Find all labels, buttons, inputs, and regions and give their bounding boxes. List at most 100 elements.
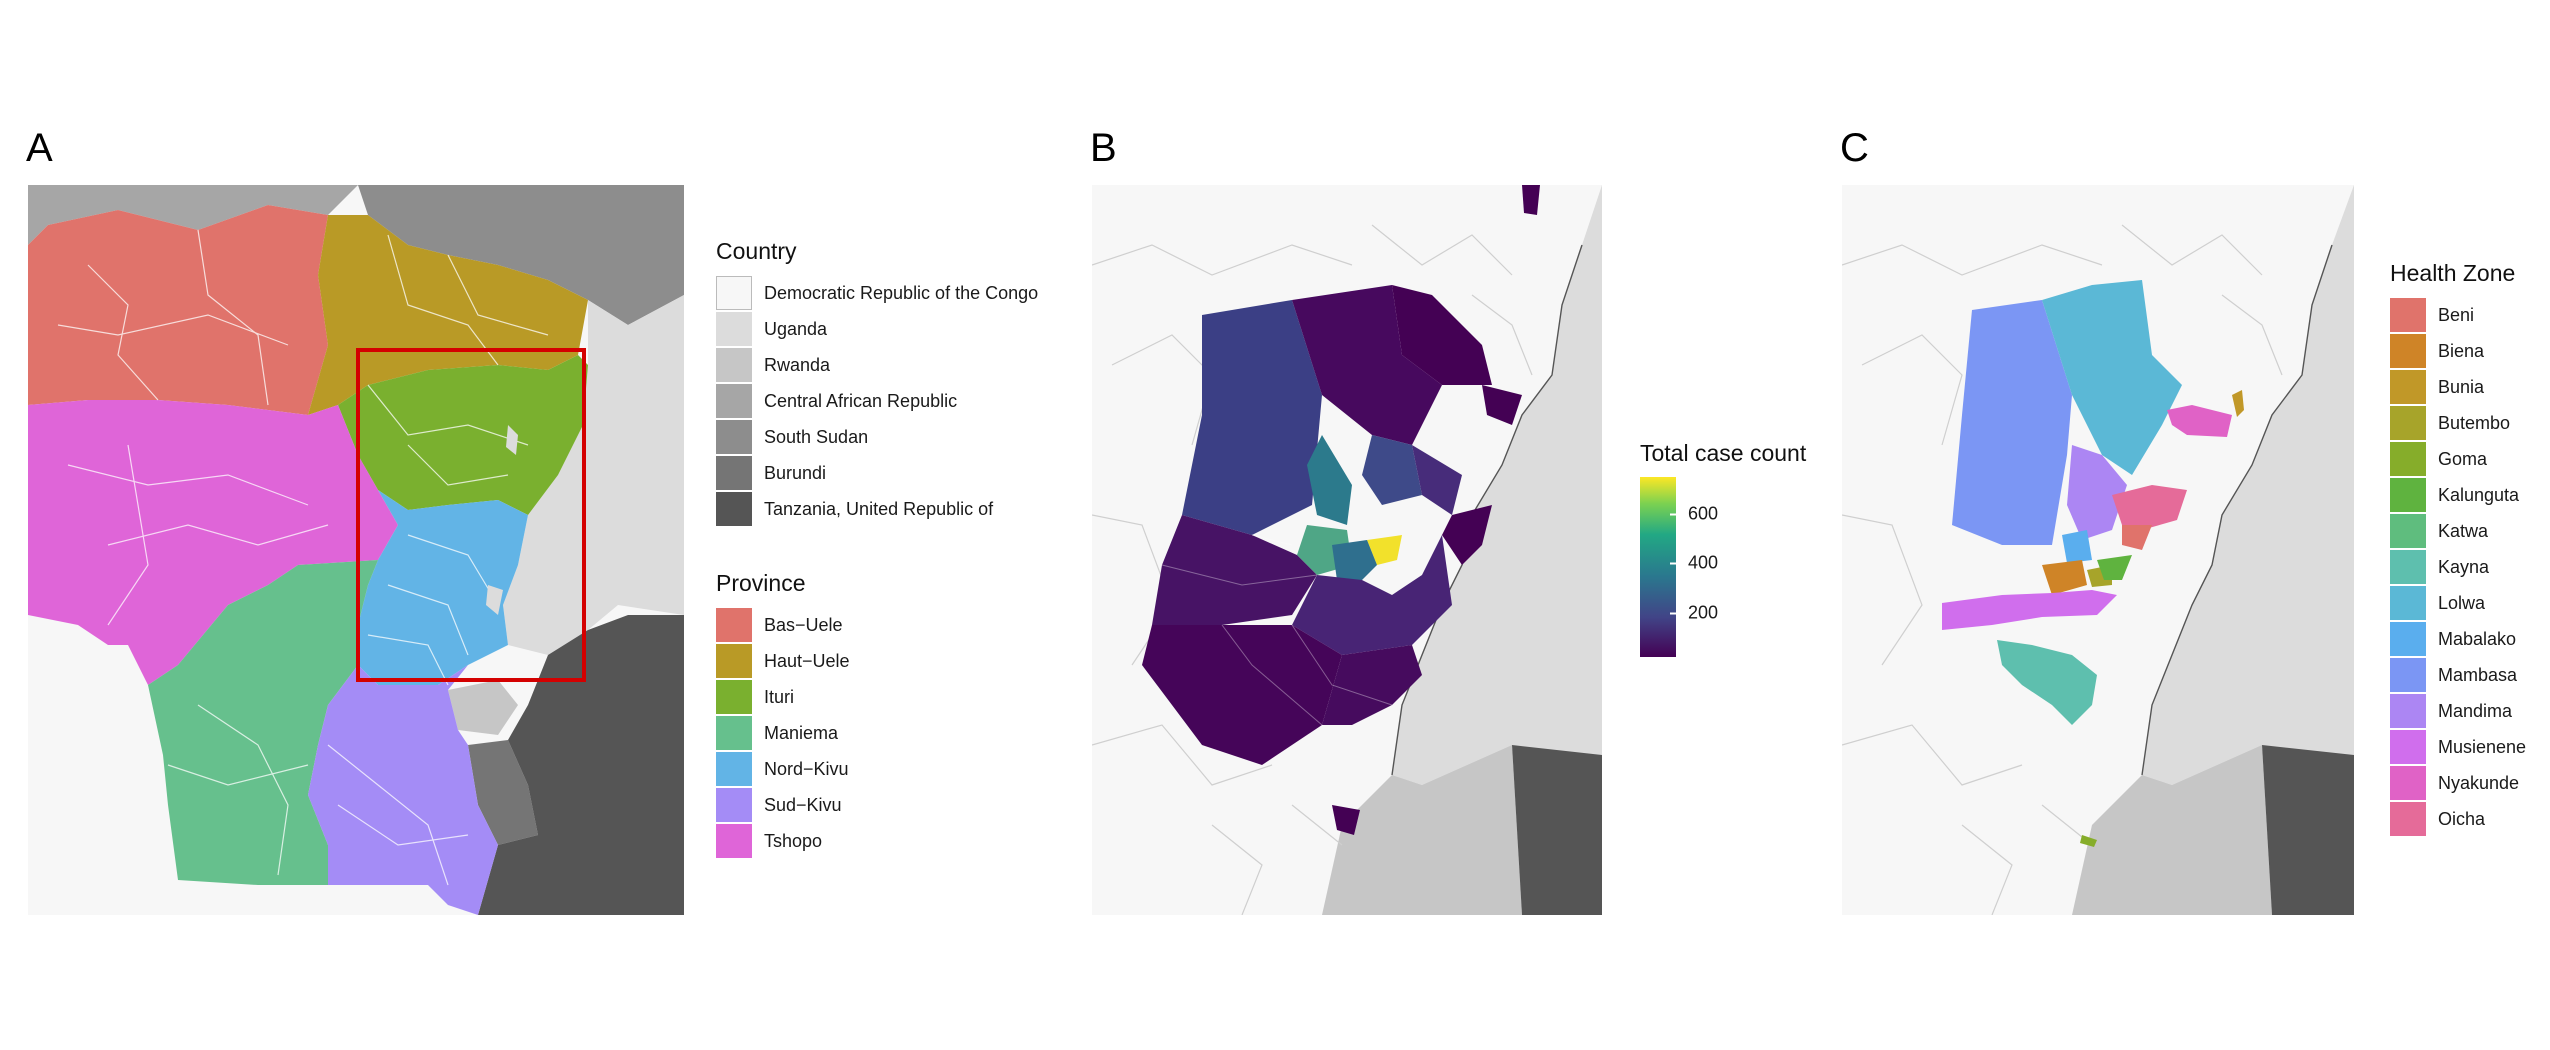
legend-item: Uganda [716, 311, 1038, 347]
legend-swatch [2390, 442, 2426, 476]
car-region [28, 185, 358, 245]
zone-south-c [1142, 625, 1342, 765]
legend-label: Mandima [2438, 700, 2513, 721]
legend-item: Maniema [716, 715, 850, 751]
zone-nyakunde [1362, 435, 1422, 505]
legend-item: Biena [2390, 333, 2526, 369]
zone-mambasa [1952, 300, 2072, 545]
legend-item: Haut−Uele [716, 643, 850, 679]
zone-kayna [1997, 640, 2097, 725]
legend-label: Democratic Republic of the Congo [764, 282, 1039, 303]
legend-item: Burundi [716, 455, 1038, 491]
legend-item: Mabalako [2390, 621, 2526, 657]
zone-musienene [1942, 590, 2117, 630]
legend-swatch [716, 788, 752, 822]
legend-label: Tshopo [764, 830, 823, 851]
legend-item: Nyakunde [2390, 765, 2526, 801]
legend-swatch [716, 456, 752, 490]
tanzania-region [2262, 745, 2354, 915]
legend-label: Katwa [2438, 520, 2489, 541]
legend-item: Katwa [2390, 513, 2526, 549]
map-panel-a [28, 185, 684, 915]
uganda-region [2142, 185, 2354, 785]
rwanda-region [448, 680, 518, 735]
legend-item: Ituri [716, 679, 850, 715]
tanzania-region [478, 615, 684, 915]
zone-south-d [1322, 645, 1422, 725]
legend-item: Mambasa [2390, 657, 2526, 693]
legend-item: Bunia [2390, 369, 2526, 405]
legend-swatch [716, 348, 752, 382]
colorbar-ticks: 600 400 200 [1676, 477, 1736, 657]
legend-label: Haut−Uele [764, 650, 850, 671]
legend-label: Bas−Uele [764, 614, 843, 635]
legend-label: Goma [2438, 448, 2488, 469]
legend-item: Goma [2390, 441, 2526, 477]
legend-label: Rwanda [764, 354, 831, 375]
tick-label: 400 [1688, 552, 1719, 573]
province-haut-uele [308, 215, 588, 415]
lake-shape [506, 425, 518, 455]
province-sud-kivu [308, 665, 498, 915]
south-sudan-region [358, 185, 684, 325]
zone-top-dark [1522, 185, 1540, 215]
lake-shape [486, 585, 503, 615]
legend-swatch [716, 608, 752, 642]
tick-label: 600 [1688, 503, 1719, 524]
legend-title: Total case count [1640, 440, 1807, 466]
legend-swatch [2390, 658, 2426, 692]
tanzania-region [1512, 745, 1602, 915]
legend-label: Maniema [764, 722, 839, 743]
legend-province: Province Bas−Uele Haut−Uele Ituri Maniem… [716, 570, 850, 859]
legend-label: Oicha [2438, 808, 2486, 829]
province-nord-kivu [358, 490, 528, 685]
legend-label: Biena [2438, 340, 2485, 361]
legend-item: Bas−Uele [716, 607, 850, 643]
panel-b-label: B [1090, 126, 1117, 170]
zone-mambasa [1182, 300, 1322, 535]
zone-south-b [1292, 535, 1452, 655]
zone-kayna-teal [1307, 435, 1352, 525]
legend-label: Kalunguta [2438, 484, 2520, 505]
colorbar-tick: 200 [1676, 603, 1718, 624]
zone-beni [2122, 525, 2152, 550]
legend-swatch [2390, 514, 2426, 548]
colorbar [1640, 477, 1676, 657]
legend-item: Beni [2390, 297, 2526, 333]
legend-swatch [716, 752, 752, 786]
legend-swatch [2390, 694, 2426, 728]
legend-title: Country [716, 238, 797, 264]
legend-swatch [716, 716, 752, 750]
zone-beni [1332, 540, 1377, 580]
legend-swatch [2390, 478, 2426, 512]
rwanda-region [1322, 745, 1522, 915]
legend-swatch [716, 384, 752, 418]
legend-item: Central African Republic [716, 383, 1038, 419]
colorbar-tick: 600 [1676, 504, 1718, 525]
legend-item: Butembo [2390, 405, 2526, 441]
legend-title: Health Zone [2390, 260, 2516, 286]
legend-swatch [716, 680, 752, 714]
legend-title: Province [716, 570, 806, 596]
legend-swatch [2390, 298, 2426, 332]
legend-swatch [2390, 406, 2426, 440]
province-maniema [148, 560, 378, 885]
legend-swatch [716, 312, 752, 346]
legend-item: Kalunguta [2390, 477, 2526, 513]
zone-mandima [2067, 445, 2127, 540]
legend-label: Kayna [2438, 556, 2490, 577]
zone-biena [2042, 560, 2087, 595]
legend-item: Oicha [2390, 801, 2526, 837]
zone-small-dark [1332, 805, 1360, 835]
legend-label: Lolwa [2438, 592, 2486, 613]
tick-label: 200 [1688, 602, 1719, 623]
zone-nyakunde [2167, 405, 2232, 437]
legend-label: Uganda [764, 318, 828, 339]
legend-item: Tshopo [716, 823, 850, 859]
province-bas-uele [28, 205, 328, 415]
zone-east-strip [1442, 505, 1492, 565]
legend-label: Tanzania, United Republic of [764, 498, 994, 519]
zone-bafwasende [1292, 285, 1442, 445]
zone-butembo-yellow [1367, 535, 1402, 565]
legend-label: Central African Republic [764, 390, 958, 411]
